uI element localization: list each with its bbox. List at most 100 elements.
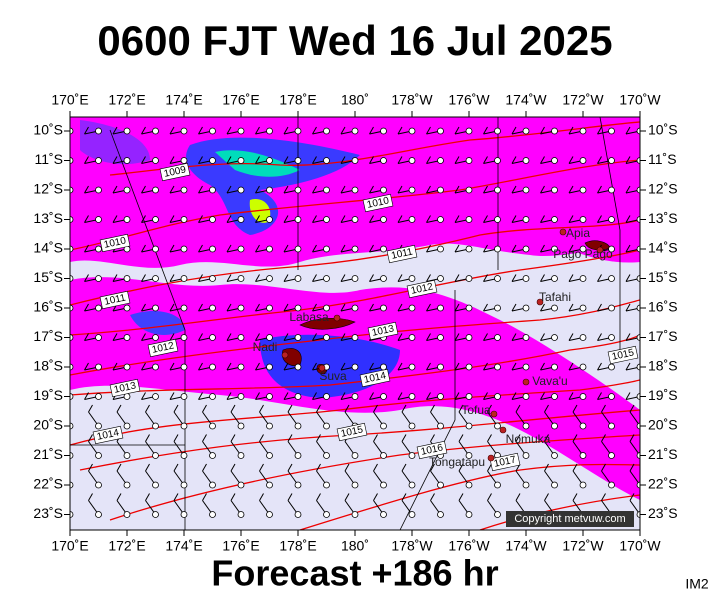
barb [511,215,517,223]
barb [173,434,179,442]
barb [511,156,517,164]
station [380,127,387,135]
station [152,452,159,459]
station [551,127,558,135]
station [323,157,330,164]
barb [568,333,574,341]
barb [373,404,378,413]
barb [283,333,289,341]
barb [373,493,378,501]
barb [511,392,517,400]
station [579,127,587,135]
barb [426,185,431,194]
isobar-label-box [367,321,399,341]
station [636,334,640,341]
station [95,422,102,430]
station [608,275,615,282]
station [266,422,273,430]
barb [601,404,606,413]
barb [169,185,175,194]
station [323,393,330,400]
isobar-label-box [147,338,179,358]
isobar-label: 1011 [390,246,414,261]
barb [312,274,317,282]
barb [397,362,403,371]
barb [597,215,602,223]
lon-label: 178˚E [279,538,316,554]
barb [283,362,289,371]
place-dot [281,351,289,359]
lon-label: 176˚E [222,538,259,554]
station [237,363,245,371]
barb [230,404,236,413]
barb [112,274,118,282]
barb [426,274,431,282]
barb [287,434,293,442]
barb [84,244,89,253]
barb [625,303,631,312]
station [522,363,530,371]
barb [198,303,203,312]
lon-label: 180˚ [341,92,369,108]
lon-label: 174˚E [165,92,202,108]
places: Apia Pago Pago Tafahi Labasa Nadi Suva Vava'u T… [253,226,613,469]
barb [141,362,146,371]
place-dot [499,426,507,434]
barb [141,392,146,400]
station [294,127,302,135]
station [408,393,416,400]
station [494,216,501,223]
barb [540,362,545,371]
station [323,127,330,135]
lat-label: 22˚S [648,476,678,492]
station [522,157,530,164]
lon-label: 172˚E [108,538,145,554]
barb [145,493,150,501]
station [294,186,302,194]
barb [568,126,574,135]
lon-label: 174˚W [505,538,547,554]
station [180,393,188,400]
station [551,452,558,459]
barb [369,303,374,312]
station [266,304,273,312]
barb [454,392,460,400]
barb [625,244,631,253]
place-name: Nadi [253,340,278,354]
station [608,422,615,430]
lat-label: 19˚S [648,387,678,403]
station [522,304,530,312]
station [95,127,102,135]
station [152,511,159,518]
barb [369,274,374,282]
station [408,511,416,518]
place-name: Suva [319,369,347,383]
barb [483,126,488,135]
barb [312,156,317,164]
barb [312,303,317,312]
barb [373,434,378,442]
barb [397,215,403,223]
barb [344,493,350,501]
lat-label: 14˚S [33,240,63,256]
barb [426,215,431,223]
barb [511,333,517,341]
station [579,157,587,164]
station [351,157,359,164]
station [209,275,216,282]
lon-label: 174˚W [505,92,547,108]
barb [340,274,346,282]
barb [568,274,574,282]
barb [283,215,289,223]
barb [540,274,545,282]
station [123,127,131,135]
barb [226,126,232,135]
station [522,422,530,430]
station [152,422,159,430]
station [266,511,273,518]
barb [230,463,236,472]
barb [401,493,407,501]
place-dot [333,314,341,322]
barb [426,156,431,164]
station [180,186,188,194]
